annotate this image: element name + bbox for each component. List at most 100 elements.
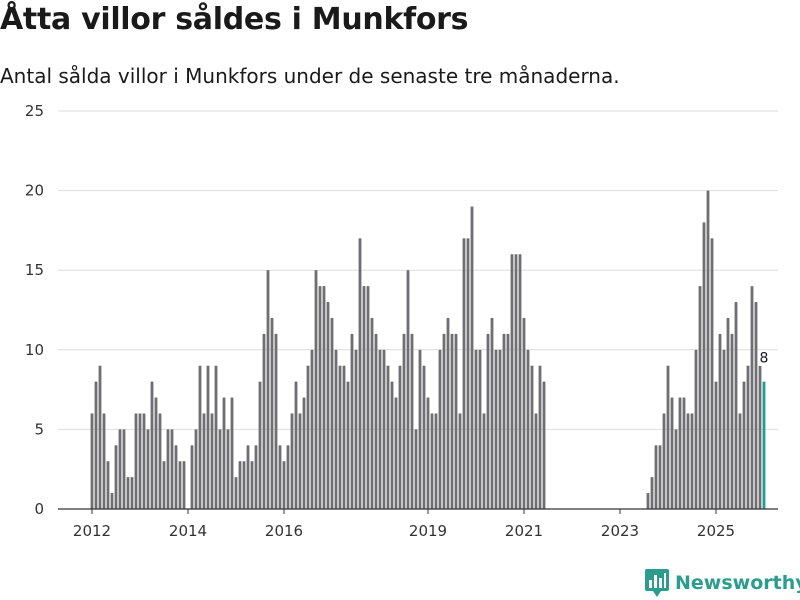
bar bbox=[514, 254, 518, 509]
bar bbox=[298, 413, 302, 509]
x-tick-label: 2012 bbox=[73, 522, 111, 540]
bar bbox=[194, 429, 198, 509]
bar bbox=[262, 333, 266, 509]
bar bbox=[142, 413, 146, 509]
bar bbox=[202, 413, 206, 509]
bar bbox=[190, 445, 194, 509]
bar bbox=[234, 477, 238, 509]
x-tick-label: 2016 bbox=[265, 522, 303, 540]
bar bbox=[650, 477, 654, 509]
bar bbox=[218, 429, 222, 509]
bar bbox=[466, 238, 470, 510]
newsworthy-logo[interactable]: Newsworthy bbox=[645, 569, 800, 597]
bar bbox=[490, 317, 494, 509]
bar bbox=[706, 190, 710, 509]
bar bbox=[538, 365, 542, 509]
bar bbox=[646, 493, 650, 509]
bar bbox=[702, 222, 706, 509]
bar bbox=[270, 317, 274, 509]
bar bbox=[666, 365, 670, 509]
bar bbox=[90, 413, 94, 509]
bar bbox=[162, 461, 166, 509]
bar bbox=[394, 397, 398, 509]
bar bbox=[718, 333, 722, 509]
bar bbox=[178, 461, 182, 509]
bar bbox=[274, 333, 278, 509]
bar bbox=[530, 365, 534, 509]
bar bbox=[350, 333, 354, 509]
bar bbox=[322, 286, 326, 509]
x-tick-label: 2023 bbox=[601, 522, 639, 540]
bar bbox=[326, 302, 330, 509]
bar bbox=[422, 365, 426, 509]
bar bbox=[330, 317, 334, 509]
bar bbox=[398, 365, 402, 509]
bar bbox=[354, 349, 358, 509]
bar bbox=[430, 413, 434, 509]
bar bbox=[278, 445, 282, 509]
bar bbox=[502, 333, 506, 509]
bar bbox=[726, 317, 730, 509]
chart-subtitle: Antal sålda villor i Munkfors under de s… bbox=[0, 64, 620, 88]
bar bbox=[678, 397, 682, 509]
bar bbox=[118, 429, 122, 509]
bar bbox=[98, 365, 102, 509]
bar bbox=[362, 286, 366, 509]
bar-latest bbox=[762, 381, 766, 509]
y-tick-label: 5 bbox=[34, 420, 44, 438]
bar bbox=[266, 270, 270, 509]
bar bbox=[214, 365, 218, 509]
bar bbox=[482, 413, 486, 509]
bar bbox=[454, 333, 458, 509]
bar bbox=[110, 493, 114, 509]
bar bbox=[518, 254, 522, 509]
bar bbox=[682, 397, 686, 509]
bar bbox=[94, 381, 98, 509]
latest-value-label: 8 bbox=[760, 351, 769, 367]
bar bbox=[754, 302, 758, 509]
bar bbox=[750, 286, 754, 509]
y-tick-label: 0 bbox=[34, 500, 44, 518]
bar bbox=[386, 365, 390, 509]
bar bbox=[318, 286, 322, 509]
bar bbox=[106, 461, 110, 509]
bar bbox=[534, 413, 538, 509]
bar bbox=[310, 349, 314, 509]
bar bbox=[238, 461, 242, 509]
bar bbox=[230, 397, 234, 509]
bar bbox=[510, 254, 514, 509]
bar bbox=[302, 397, 306, 509]
bar bbox=[250, 461, 254, 509]
bar bbox=[486, 333, 490, 509]
bar bbox=[690, 413, 694, 509]
bar bbox=[358, 238, 362, 510]
bar bbox=[450, 333, 454, 509]
bar bbox=[170, 429, 174, 509]
bar bbox=[418, 349, 422, 509]
bar bbox=[154, 397, 158, 509]
newsworthy-logo-text: Newsworthy bbox=[675, 572, 800, 594]
bar bbox=[390, 381, 394, 509]
bar bbox=[714, 381, 718, 509]
bar bbox=[506, 333, 510, 509]
bar bbox=[370, 317, 374, 509]
bar bbox=[102, 413, 106, 509]
bar bbox=[306, 365, 310, 509]
bar bbox=[674, 429, 678, 509]
bar bbox=[114, 445, 118, 509]
bar bbox=[158, 413, 162, 509]
bar bbox=[470, 206, 474, 509]
y-tick-label: 10 bbox=[25, 341, 44, 359]
bar bbox=[210, 413, 214, 509]
bar bbox=[478, 349, 482, 509]
bar bbox=[442, 333, 446, 509]
bar bbox=[258, 381, 262, 509]
bar bbox=[166, 429, 170, 509]
bar bbox=[474, 349, 478, 509]
bar bbox=[286, 445, 290, 509]
bar bbox=[654, 445, 658, 509]
bar bbox=[758, 365, 762, 509]
bar bbox=[686, 413, 690, 509]
bar bbox=[122, 429, 126, 509]
bar bbox=[670, 397, 674, 509]
